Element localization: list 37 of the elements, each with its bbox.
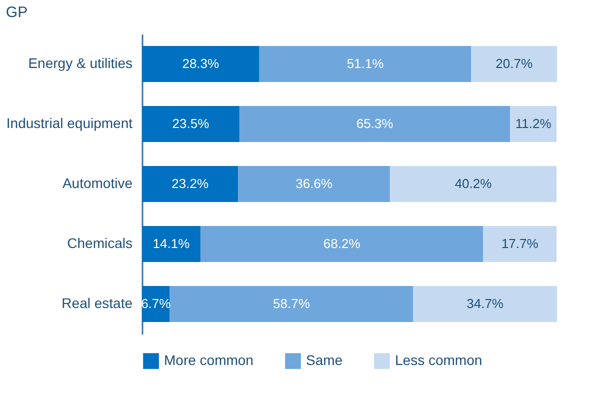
data-label: 68.2% [323,236,361,251]
data-label: 28.3% [182,56,220,71]
y-tick-label: Energy & utilities [28,55,132,71]
bar [142,46,260,82]
y-tick-label: Automotive [62,175,133,191]
bar [483,226,557,262]
data-label: 17.7% [501,236,539,251]
data-label: 20.7% [496,56,533,71]
bar [471,46,557,82]
y-tick-label: Real estate [62,295,133,311]
legend-label: Same [306,352,343,368]
bar [142,226,200,262]
bar [259,46,472,82]
legend-label: More common [164,352,254,368]
bar [142,166,238,202]
bar [413,286,557,322]
text: GP [6,4,28,21]
y-tick-label: Chemicals [67,235,132,251]
bar [510,106,557,142]
bar [142,106,240,142]
data-label: 11.2% [515,116,552,131]
data-label: 65.3% [356,116,394,131]
data-label: 58.7% [273,296,310,311]
data-label: 23.5% [172,116,210,131]
data-label: 36.6% [296,176,333,191]
legend-label: Less common [395,352,482,368]
data-label: 51.1% [346,56,384,71]
bar [390,166,557,202]
data-label: 14.1% [152,236,190,251]
data-label: 23.2% [172,176,209,191]
data-label: 40.2% [454,176,492,191]
bar [239,106,510,142]
y-tick-label: Industrial equipment [6,115,133,131]
bar [170,286,414,322]
data-label: 34.7% [466,296,504,311]
bar [200,226,484,262]
bar [238,166,390,202]
